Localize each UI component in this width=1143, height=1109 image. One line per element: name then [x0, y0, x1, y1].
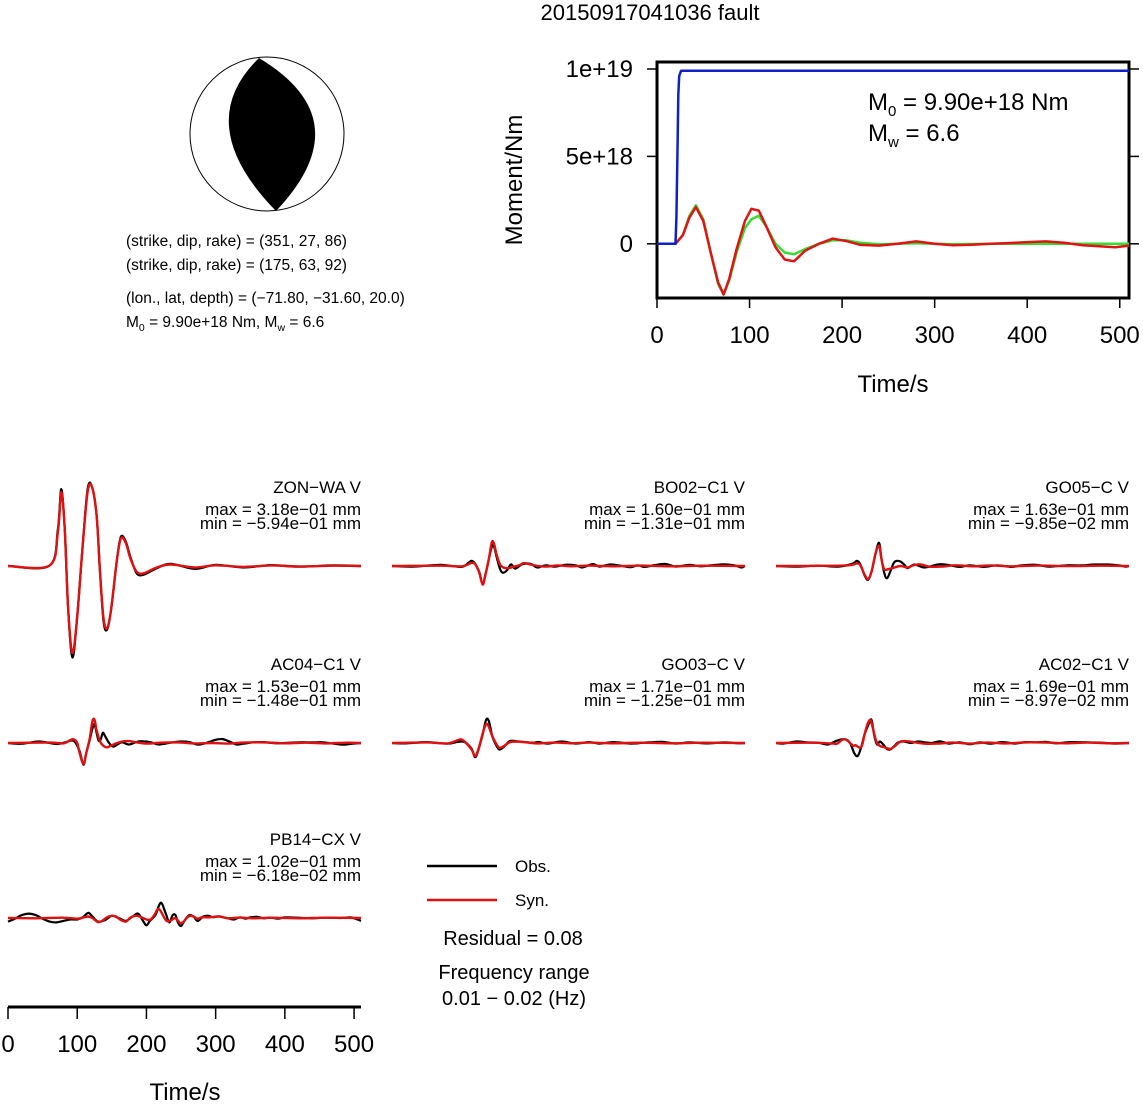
observed-trace [391, 717, 746, 759]
stf-xtick-label-1: 100 [730, 322, 770, 349]
stf-xlabel: Time/s [857, 371, 928, 398]
min-amplitude-label: min = −1.48e−01 mm [200, 691, 361, 710]
stf-xtick-label-5: 500 [1100, 322, 1140, 349]
stf-m0-sub: 0 [888, 103, 896, 120]
stf-xtick-label-2: 200 [822, 322, 862, 349]
station-label: PB14−CX V [270, 830, 362, 849]
min-amplitude-label: min = −1.31e−01 mm [584, 514, 745, 533]
stf-series-group [657, 69, 1130, 296]
stf-moment-rate-line [657, 205, 1130, 296]
stf-magnitude-annotation: Mw = 6.6 [868, 120, 960, 151]
observed-trace [391, 543, 746, 586]
stf-cumulative-moment-line [657, 69, 1129, 246]
stf-xtick-label-4: 400 [1007, 322, 1047, 349]
station-label: GO03−C V [661, 655, 745, 674]
stf-moment-annotation: M0 = 9.90e+18 Nm [868, 89, 1068, 120]
stf-mw-symbol: M [868, 120, 888, 147]
legend-obs-label: Obs. [515, 857, 551, 876]
max-amplitude-label: max = 3.18e−01 mm [205, 500, 361, 519]
waveform-xtick-label-4: 400 [265, 1031, 305, 1058]
station-label: AC02−C1 V [1039, 655, 1130, 674]
stf-chart: 0 100 200 300 400 500 0 5e+18 1e+19 Time/s Mome… [501, 56, 1140, 398]
stf-y-axis: 0 5e+18 1e+19 [566, 56, 1139, 258]
synthetic-trace [775, 544, 1130, 581]
waveform-xtick-label-1: 100 [57, 1031, 97, 1058]
mechanism-info: (strike, dip, rake) = (351, 27, 86) (str… [126, 233, 405, 334]
nodal-plane-1: (strike, dip, rake) = (351, 27, 86) [126, 233, 347, 250]
residual-text: Residual = 0.08 [443, 928, 583, 950]
nodal-plane-2: (strike, dip, rake) = (175, 63, 92) [126, 257, 347, 274]
waveform-xtick-label-3: 300 [196, 1031, 236, 1058]
stf-xtick-label-0: 0 [650, 322, 663, 349]
station-label: BO02−C1 V [654, 478, 746, 497]
moment-sub: 0 [139, 322, 145, 334]
min-amplitude-label: min = −6.18e−02 mm [200, 866, 361, 885]
hypocenter-location: (lon., lat, depth) = (−71.80, −31.60, 20… [126, 290, 405, 307]
stf-ytick-label-1: 5e+18 [566, 143, 633, 170]
min-amplitude-label: min = −9.85e−02 mm [968, 514, 1129, 533]
beachball-compressional-quadrant [228, 58, 316, 211]
moment-magnitude-line: M0 = 9.90e+18 Nm, Mw = 6.6 [126, 314, 324, 334]
min-amplitude-label: min = −5.94e−01 mm [200, 514, 361, 533]
focal-mechanism [189, 56, 345, 212]
synthetic-trace [391, 722, 746, 758]
synthetic-trace [7, 717, 362, 766]
stf-ytick-label-0: 0 [620, 231, 633, 258]
observed-trace [775, 541, 1130, 581]
waveform-time-axis: Time/s 0 100 200 300 400 500 [1, 1005, 374, 1106]
legend-syn-label: Syn. [515, 891, 549, 910]
frequency-range-value: 0.01 − 0.02 (Hz) [442, 988, 586, 1010]
stf-mw-sub: w [887, 134, 899, 151]
moment-mid: = 9.90e+18 Nm, M [145, 314, 278, 331]
max-amplitude-label: max = 1.63e−01 mm [973, 500, 1129, 519]
synthetic-trace [391, 539, 746, 586]
station-label: GO05−C V [1045, 478, 1129, 497]
waveform-xtick-label-0: 0 [1, 1031, 14, 1058]
station-label: ZON−WA V [273, 478, 361, 497]
waveform-xlabel: Time/s [149, 1079, 220, 1104]
stf-ytick-label-2: 1e+19 [566, 56, 633, 83]
stf-frame [655, 60, 1131, 300]
station-label: AC04−C1 V [271, 655, 362, 674]
synthetic-trace [775, 718, 1130, 751]
synthetic-trace [7, 907, 362, 925]
max-amplitude-label: max = 1.69e−01 mm [973, 677, 1129, 696]
moment-prefix: M [126, 314, 139, 331]
frequency-range-title: Frequency range [438, 962, 589, 984]
stf-m0-symbol: M [868, 89, 888, 116]
figure-title: 20150917041036 fault [541, 0, 760, 25]
mag-tail: = 6.6 [285, 314, 324, 331]
max-amplitude-label: max = 1.60e−01 mm [589, 500, 745, 519]
mag-sub: w [276, 322, 285, 334]
stf-m0-value: = 9.90e+18 Nm [896, 89, 1068, 116]
waveform-xtick-label-2: 200 [126, 1031, 166, 1058]
min-amplitude-label: min = −1.25e−01 mm [584, 691, 745, 710]
observed-trace [775, 718, 1130, 758]
min-amplitude-label: min = −8.97e−02 mm [968, 691, 1129, 710]
stf-x-axis: 0 100 200 300 400 500 [650, 298, 1140, 349]
waveform-xtick-label-5: 500 [334, 1031, 374, 1058]
stf-xtick-label-3: 300 [915, 322, 955, 349]
stf-mw-value: = 6.6 [899, 120, 960, 147]
max-amplitude-label: max = 1.53e−01 mm [205, 677, 361, 696]
synthetic-trace [7, 482, 362, 655]
max-amplitude-label: max = 1.02e−01 mm [205, 852, 361, 871]
legend: Obs. Syn. Residual = 0.08 Frequency rang… [427, 857, 590, 1010]
stf-ylabel: Moment/Nm [501, 115, 528, 246]
max-amplitude-label: max = 1.71e−01 mm [589, 677, 745, 696]
